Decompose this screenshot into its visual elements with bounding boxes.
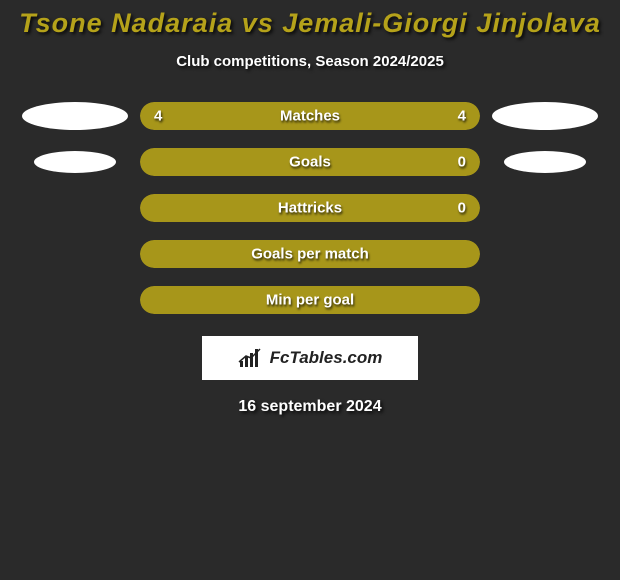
date-text: 16 september 2024	[0, 398, 620, 416]
stat-rows: Matches 4 4 Goals 0 Hattricks 0 Goals per match…	[0, 102, 620, 314]
stat-label: Min per goal	[266, 292, 354, 309]
stat-row: Goals per match	[0, 240, 620, 268]
stat-row: Hattricks 0	[0, 194, 620, 222]
stat-bar: Goals 0	[140, 148, 480, 176]
stat-bar: Hattricks 0	[140, 194, 480, 222]
branding-box: FcTables.com	[202, 336, 418, 380]
stat-row: Min per goal	[0, 286, 620, 314]
shirt-icon	[504, 151, 586, 173]
shirt-icon	[34, 151, 116, 173]
stat-label: Goals per match	[251, 246, 369, 263]
stat-bar: Goals per match	[140, 240, 480, 268]
stat-label: Matches	[280, 108, 340, 125]
value-right: 4	[458, 108, 466, 125]
chart-bars-icon	[238, 347, 264, 369]
shirt-icon	[22, 102, 128, 130]
stat-bar: Matches 4 4	[140, 102, 480, 130]
player-left-slot	[10, 102, 140, 130]
stat-row: Goals 0	[0, 148, 620, 176]
stat-row: Matches 4 4	[0, 102, 620, 130]
stat-label: Hattricks	[278, 200, 342, 217]
page-title: Tsone Nadaraia vs Jemali-Giorgi Jinjolav…	[0, 8, 620, 39]
value-left: 4	[154, 108, 162, 125]
stat-bar: Min per goal	[140, 286, 480, 314]
stat-label: Goals	[289, 154, 331, 171]
player-left-slot	[10, 151, 140, 173]
shirt-icon	[492, 102, 598, 130]
comparison-infographic: Tsone Nadaraia vs Jemali-Giorgi Jinjolav…	[0, 0, 620, 416]
value-right: 0	[458, 154, 466, 171]
subtitle: Club competitions, Season 2024/2025	[0, 53, 620, 70]
branding-text: FcTables.com	[270, 348, 383, 368]
player-right-slot	[480, 151, 610, 173]
value-right: 0	[458, 200, 466, 217]
player-right-slot	[480, 102, 610, 130]
